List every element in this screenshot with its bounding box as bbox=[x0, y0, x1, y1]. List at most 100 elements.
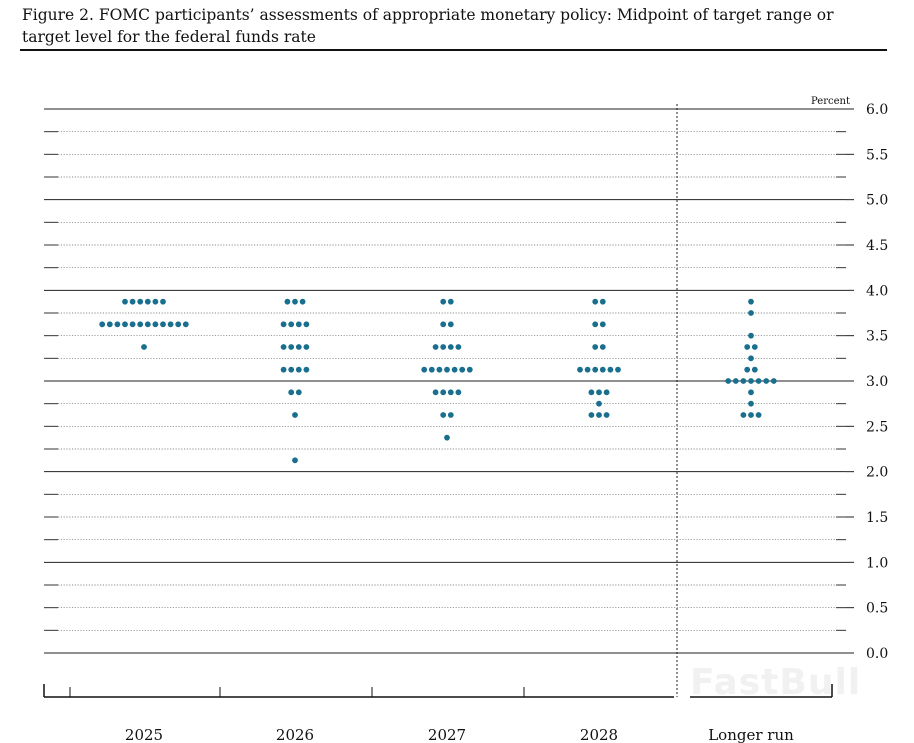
dot bbox=[280, 321, 287, 328]
dot bbox=[299, 298, 306, 305]
y-tick-label: 3.0 bbox=[866, 374, 888, 390]
dot bbox=[432, 389, 439, 396]
y-tick-label: 2.5 bbox=[866, 419, 888, 435]
dot bbox=[160, 321, 166, 328]
dot bbox=[440, 321, 447, 328]
dot bbox=[748, 355, 754, 362]
dot bbox=[303, 344, 310, 350]
grid-lines bbox=[44, 108, 846, 654]
y-axis-label: Percent bbox=[811, 96, 850, 107]
dot bbox=[303, 321, 310, 328]
dot bbox=[129, 298, 136, 305]
dot bbox=[292, 298, 298, 305]
dot bbox=[584, 366, 591, 373]
y-tick-label: 4.0 bbox=[866, 283, 888, 299]
dot bbox=[295, 366, 302, 373]
dot bbox=[288, 389, 295, 396]
figure-title: Figure 2. FOMC participants’ assessments… bbox=[22, 6, 834, 46]
dot bbox=[744, 366, 751, 373]
dot bbox=[122, 298, 128, 305]
y-tick-label: 4.5 bbox=[866, 238, 888, 254]
dot bbox=[440, 344, 447, 350]
x-tick-label: 2028 bbox=[580, 726, 618, 743]
dot bbox=[295, 344, 302, 350]
dot bbox=[751, 366, 758, 373]
y-tick-label: 1.0 bbox=[866, 555, 888, 571]
dot bbox=[603, 412, 610, 418]
dot bbox=[284, 298, 291, 305]
dot bbox=[599, 344, 606, 350]
x-tick-label: 2025 bbox=[125, 726, 163, 743]
dot bbox=[748, 298, 754, 305]
dot bbox=[748, 310, 754, 316]
x-tick-label: 2026 bbox=[276, 726, 314, 743]
x-tick-label: 2027 bbox=[428, 726, 466, 743]
dot bbox=[748, 400, 754, 407]
dot bbox=[436, 366, 443, 373]
dot bbox=[751, 344, 758, 350]
dot bbox=[588, 412, 595, 418]
dot bbox=[592, 366, 599, 373]
dot bbox=[447, 321, 454, 328]
dot bbox=[114, 321, 121, 328]
dot bbox=[755, 412, 762, 418]
dot bbox=[295, 321, 302, 328]
dot bbox=[175, 321, 182, 328]
dot bbox=[144, 321, 151, 328]
dot bbox=[152, 321, 159, 328]
y-tick-label: 0.0 bbox=[866, 646, 888, 662]
dot bbox=[160, 298, 166, 305]
dot bbox=[447, 389, 454, 396]
dot bbox=[763, 378, 770, 384]
dot bbox=[303, 366, 310, 373]
dot bbox=[599, 366, 606, 373]
dot bbox=[592, 344, 599, 350]
dot bbox=[748, 412, 754, 418]
dot bbox=[137, 298, 144, 305]
dot bbox=[577, 366, 583, 373]
dot bbox=[607, 366, 614, 373]
dot bbox=[106, 321, 113, 328]
dot bbox=[596, 389, 602, 396]
dot bbox=[292, 457, 298, 464]
dot bbox=[451, 366, 458, 373]
dot bbox=[748, 332, 754, 339]
dot bbox=[455, 344, 462, 350]
dot bbox=[137, 321, 144, 328]
y-tick-label: 5.0 bbox=[866, 193, 888, 209]
dot bbox=[770, 378, 777, 384]
dot bbox=[599, 321, 606, 328]
dot bbox=[440, 389, 447, 396]
dot bbox=[596, 400, 602, 407]
dot bbox=[447, 412, 454, 418]
dot bbox=[603, 389, 610, 396]
dot bbox=[466, 366, 473, 373]
dot bbox=[432, 344, 439, 350]
dot bbox=[440, 298, 447, 305]
dots-layer bbox=[99, 298, 777, 464]
dot bbox=[295, 389, 302, 396]
dot bbox=[455, 389, 462, 396]
dot bbox=[740, 412, 747, 418]
y-tick-label: 0.5 bbox=[866, 601, 888, 617]
dot bbox=[167, 321, 174, 328]
dot bbox=[447, 344, 454, 350]
dot bbox=[144, 298, 151, 305]
dot bbox=[447, 298, 454, 305]
dot bbox=[588, 389, 595, 396]
dot bbox=[288, 366, 295, 373]
dot bbox=[421, 366, 428, 373]
dot bbox=[280, 366, 287, 373]
y-tick-label: 2.0 bbox=[866, 465, 888, 481]
dot bbox=[740, 378, 747, 384]
dot bbox=[444, 434, 450, 441]
dot bbox=[444, 366, 450, 373]
dot bbox=[592, 298, 599, 305]
dot bbox=[744, 344, 751, 350]
dot bbox=[129, 321, 136, 328]
dot bbox=[152, 298, 159, 305]
dot bbox=[428, 366, 435, 373]
dot bbox=[141, 344, 147, 350]
dot bbox=[596, 412, 602, 418]
